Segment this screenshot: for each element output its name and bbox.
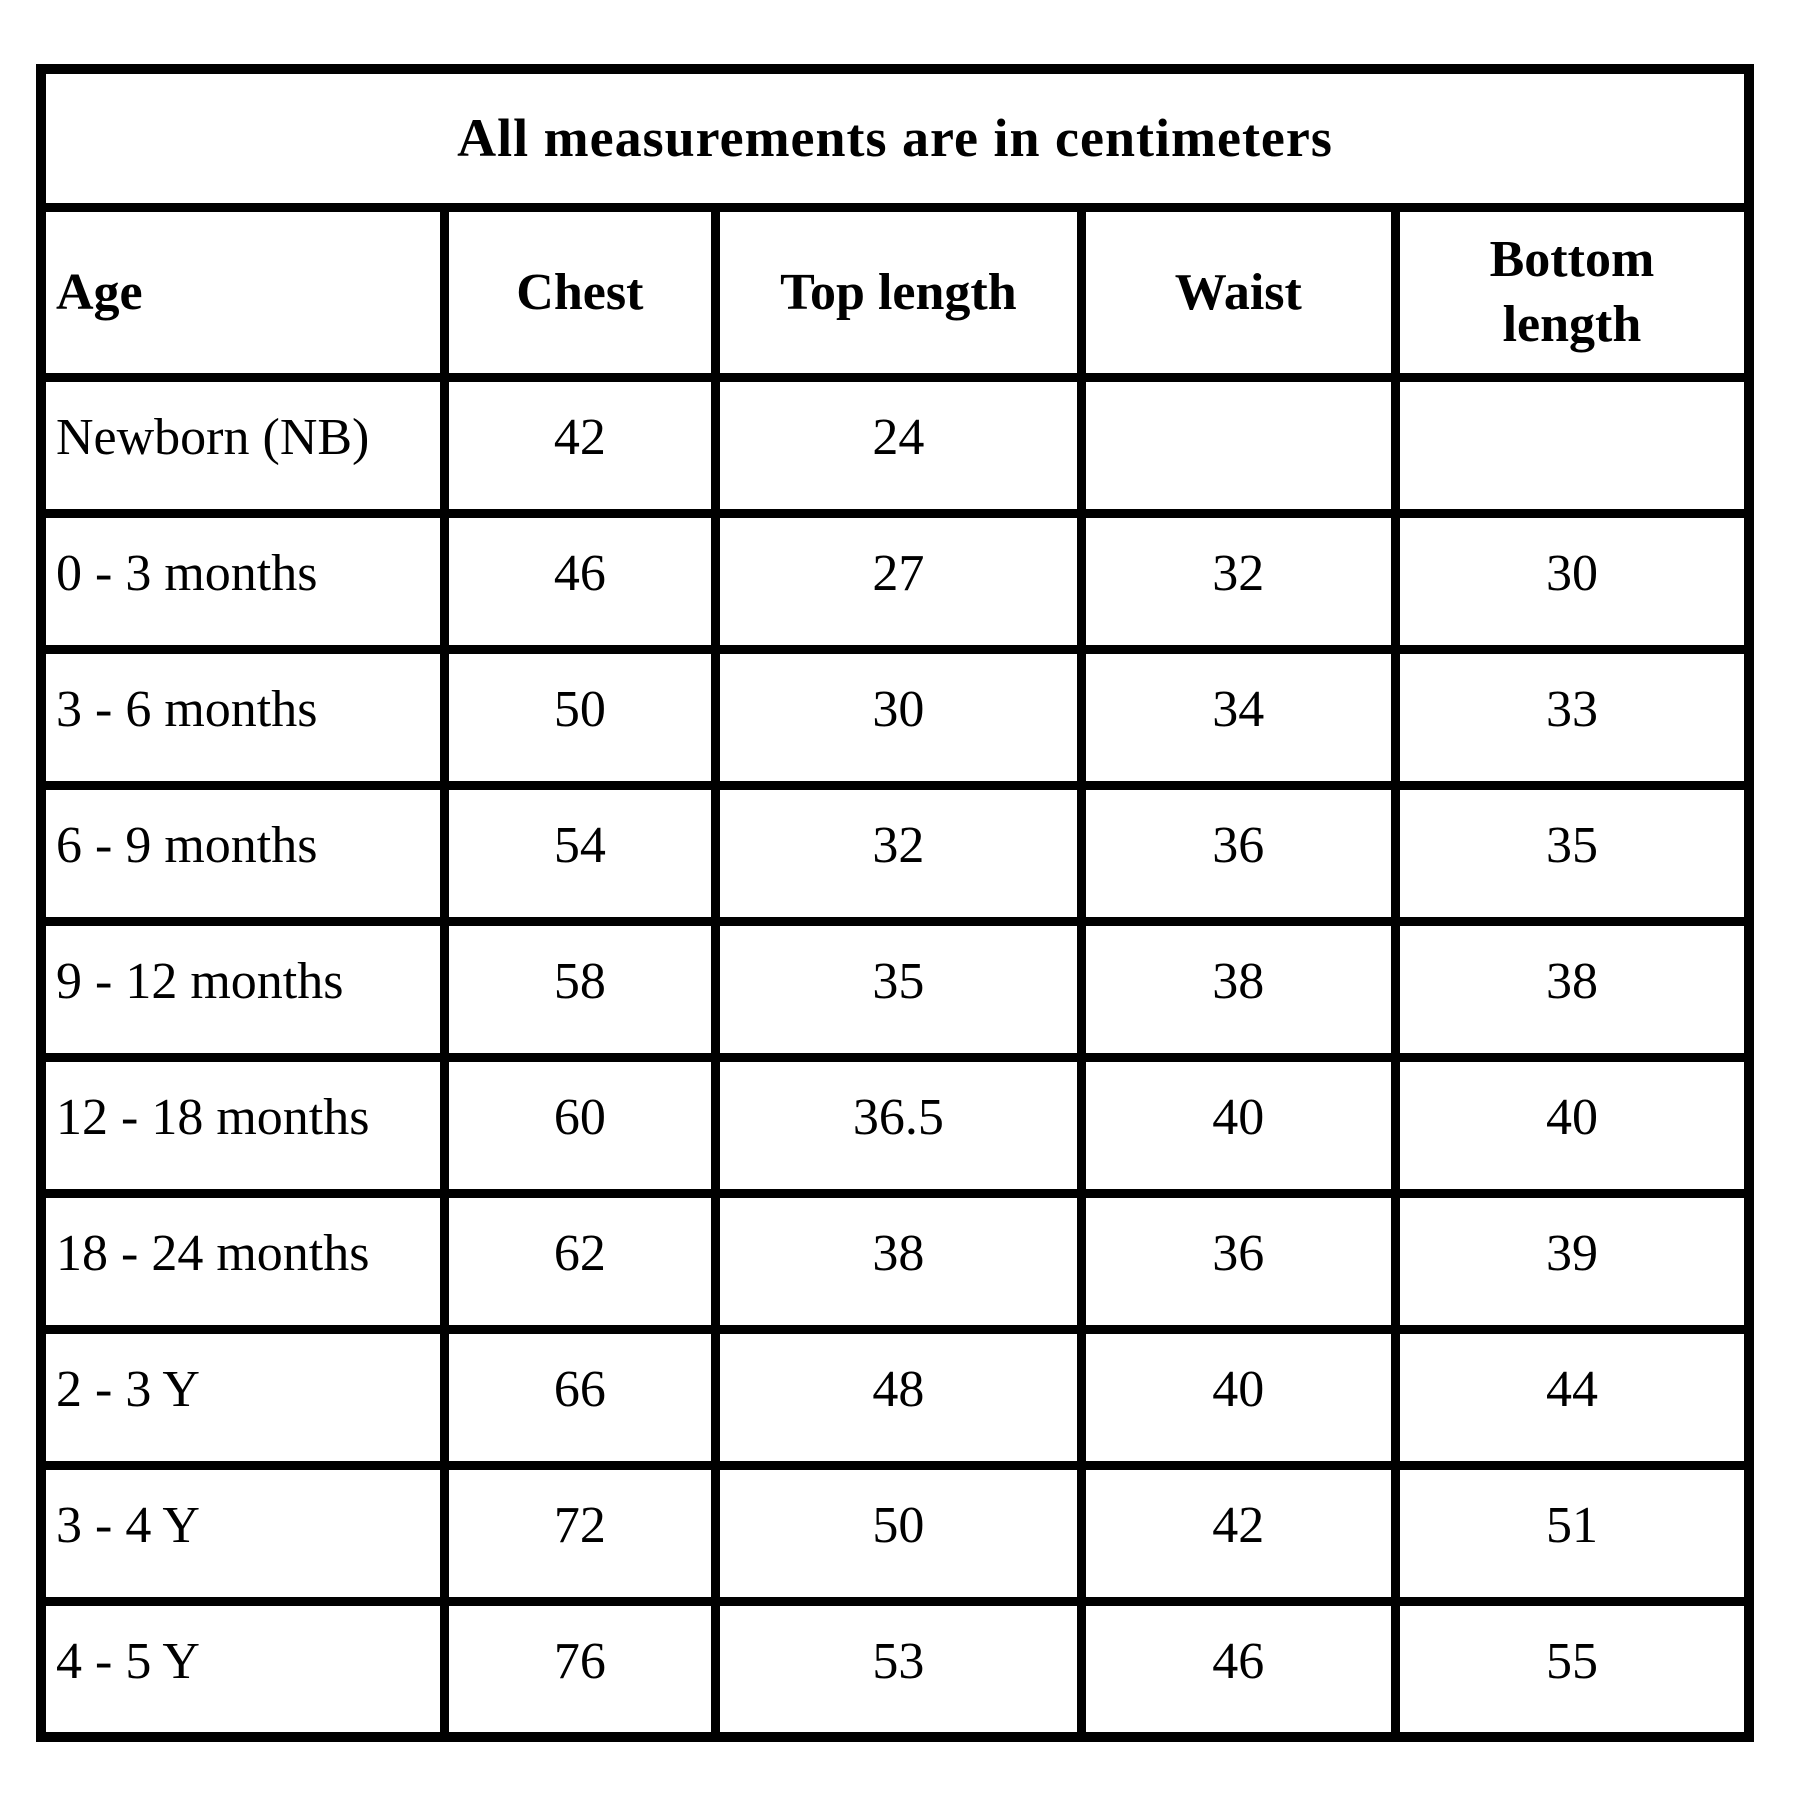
top-length-cell: 30 <box>711 644 1086 790</box>
age-cell: 3 - 6 months <box>36 644 449 790</box>
header-cell-waist: Waist <box>1076 202 1400 382</box>
top-length-cell: 36.5 <box>711 1052 1086 1198</box>
bottom-length-cell: 35 <box>1390 780 1754 926</box>
header-bottom-length-label: Bottom length <box>1489 231 1655 353</box>
age-cell: 18 - 24 months <box>36 1188 449 1334</box>
waist-cell: 40 <box>1076 1324 1400 1470</box>
age-cell: 6 - 9 months <box>36 780 449 926</box>
header-cell-top-length: Top length <box>711 202 1086 382</box>
bottom-length-cell: 40 <box>1390 1052 1754 1198</box>
chest-cell: 66 <box>439 1324 721 1470</box>
waist-cell: 46 <box>1076 1596 1400 1742</box>
table-row: 18 - 24 months 62 38 36 39 <box>36 1188 1754 1334</box>
table-row: 3 - 6 months 50 30 34 33 <box>36 644 1754 790</box>
age-cell: 3 - 4 Y <box>36 1460 449 1606</box>
table-row: Newborn (NB) 42 24 <box>36 372 1754 518</box>
bottom-length-cell: 39 <box>1390 1188 1754 1334</box>
top-length-cell: 48 <box>711 1324 1086 1470</box>
top-length-cell: 27 <box>711 508 1086 654</box>
top-length-cell: 38 <box>711 1188 1086 1334</box>
waist-cell: 38 <box>1076 916 1400 1062</box>
chest-cell: 58 <box>439 916 721 1062</box>
waist-cell <box>1076 372 1400 518</box>
age-cell: 4 - 5 Y <box>36 1596 449 1742</box>
age-cell: 12 - 18 months <box>36 1052 449 1198</box>
top-length-cell: 53 <box>711 1596 1086 1742</box>
chest-cell: 60 <box>439 1052 721 1198</box>
table-title: All measurements are in centimeters <box>36 64 1754 212</box>
bottom-length-cell: 38 <box>1390 916 1754 1062</box>
top-length-cell: 24 <box>711 372 1086 518</box>
header-row: Age Chest Top length Waist Bottom length <box>36 202 1754 382</box>
waist-cell: 40 <box>1076 1052 1400 1198</box>
bottom-length-cell: 55 <box>1390 1596 1754 1742</box>
bottom-length-cell <box>1390 372 1754 518</box>
top-length-cell: 32 <box>711 780 1086 926</box>
chest-cell: 46 <box>439 508 721 654</box>
waist-cell: 34 <box>1076 644 1400 790</box>
waist-cell: 32 <box>1076 508 1400 654</box>
chest-cell: 72 <box>439 1460 721 1606</box>
header-cell-bottom-length: Bottom length <box>1390 202 1754 382</box>
chest-cell: 76 <box>439 1596 721 1742</box>
title-row: All measurements are in centimeters <box>36 64 1754 212</box>
chest-cell: 42 <box>439 372 721 518</box>
age-cell: 0 - 3 months <box>36 508 449 654</box>
table-row: 0 - 3 months 46 27 32 30 <box>36 508 1754 654</box>
top-length-cell: 35 <box>711 916 1086 1062</box>
table-row: 4 - 5 Y 76 53 46 55 <box>36 1596 1754 1742</box>
header-cell-age: Age <box>36 202 449 382</box>
waist-cell: 42 <box>1076 1460 1400 1606</box>
waist-cell: 36 <box>1076 1188 1400 1334</box>
chest-cell: 50 <box>439 644 721 790</box>
size-chart-table: All measurements are in centimeters Age … <box>36 64 1754 1742</box>
table-row: 9 - 12 months 58 35 38 38 <box>36 916 1754 1062</box>
table-row: 12 - 18 months 60 36.5 40 40 <box>36 1052 1754 1198</box>
waist-cell: 36 <box>1076 780 1400 926</box>
age-cell: 2 - 3 Y <box>36 1324 449 1470</box>
table-row: 6 - 9 months 54 32 36 35 <box>36 780 1754 926</box>
header-cell-chest: Chest <box>439 202 721 382</box>
chest-cell: 62 <box>439 1188 721 1334</box>
table-row: 2 - 3 Y 66 48 40 44 <box>36 1324 1754 1470</box>
age-cell: Newborn (NB) <box>36 372 449 518</box>
bottom-length-cell: 51 <box>1390 1460 1754 1606</box>
age-cell: 9 - 12 months <box>36 916 449 1062</box>
bottom-length-cell: 30 <box>1390 508 1754 654</box>
bottom-length-cell: 44 <box>1390 1324 1754 1470</box>
top-length-cell: 50 <box>711 1460 1086 1606</box>
bottom-length-cell: 33 <box>1390 644 1754 790</box>
chest-cell: 54 <box>439 780 721 926</box>
table-row: 3 - 4 Y 72 50 42 51 <box>36 1460 1754 1606</box>
